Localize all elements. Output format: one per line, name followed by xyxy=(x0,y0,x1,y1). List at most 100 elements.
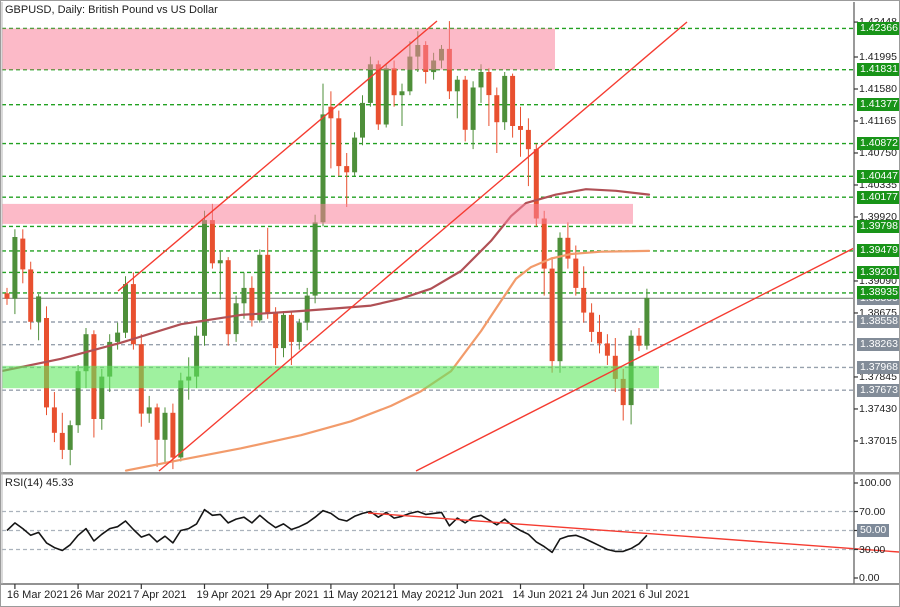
candle-6-apr xyxy=(130,272,136,350)
candle-body xyxy=(154,407,160,440)
candle-body xyxy=(549,268,555,362)
candle-body xyxy=(12,237,18,299)
candle-body xyxy=(462,79,468,130)
rsi-tick-label: 100.00 xyxy=(859,477,892,489)
candle-19-may xyxy=(375,60,381,130)
resistance-zone-mid[interactable] xyxy=(2,203,633,224)
green-level-badge: 1.40872 xyxy=(857,137,899,151)
green-level-badge: 1.41377 xyxy=(857,98,899,112)
candle-body xyxy=(383,68,389,125)
candle-body xyxy=(486,72,492,96)
candle-body xyxy=(525,129,531,150)
price-tick-label: 1.41995 xyxy=(859,51,897,63)
gray-level-badge: 1.37968 xyxy=(857,360,899,374)
ma-fast-orange xyxy=(124,249,651,472)
candle-11-jun xyxy=(510,73,516,138)
candle-body xyxy=(217,260,223,264)
price-tick-label: 1.41165 xyxy=(859,114,897,127)
candle-body xyxy=(336,118,342,167)
candle-body xyxy=(194,335,200,377)
chart-title: GBPUSD, Daily: British Pound vs US Dolla… xyxy=(5,4,218,16)
candle-body xyxy=(4,293,10,299)
main-chart-area[interactable] xyxy=(1,20,862,472)
resistance-zone-upper[interactable] xyxy=(2,28,555,70)
candle-body xyxy=(470,87,476,130)
candle-body xyxy=(288,314,294,342)
candle-10-may xyxy=(320,83,326,227)
panel-separator[interactable] xyxy=(1,472,900,475)
candle-3-jun xyxy=(462,75,468,142)
candle-18-mar xyxy=(28,261,34,330)
candle-body xyxy=(178,380,184,458)
candle-body xyxy=(367,64,373,103)
candle-body xyxy=(620,378,626,406)
candle-body xyxy=(273,312,279,349)
date-tick-label: 26 Mar 2021 xyxy=(70,589,132,601)
candle-24-jun xyxy=(581,266,587,323)
candle-body xyxy=(130,284,136,345)
green-level-badge: 1.42366 xyxy=(857,21,899,35)
date-tick-label: 7 Apr 2021 xyxy=(133,589,187,601)
support-trendline[interactable] xyxy=(415,244,862,472)
candle-body xyxy=(581,287,587,313)
candle-body xyxy=(265,254,271,313)
candle-28-jun xyxy=(597,314,602,354)
candle-2-jun xyxy=(454,75,460,119)
candle-14-may xyxy=(352,132,358,177)
candle-body xyxy=(281,314,286,349)
candle-body xyxy=(510,75,516,126)
price-tick-label: 1.37015 xyxy=(859,434,897,447)
price-tick-label: 1.41580 xyxy=(859,82,897,95)
candle-11-may xyxy=(328,91,334,169)
candle-body xyxy=(446,48,452,92)
candle-body xyxy=(320,114,326,223)
rsi-indicator-label: RSI(14) 45.33 xyxy=(5,477,74,489)
candle-6-may xyxy=(304,287,310,331)
candle-2-apr xyxy=(115,322,121,350)
date-tick-label: 14 Jun 2021 xyxy=(512,589,574,601)
candle-body xyxy=(360,102,365,138)
candle-3-may xyxy=(281,311,286,358)
candle-20-may xyxy=(383,64,389,128)
candle-17-mar xyxy=(20,229,26,284)
candle-7-jun xyxy=(478,64,484,103)
rsi-line xyxy=(6,508,648,554)
support-zone[interactable] xyxy=(2,365,659,389)
candle-22-jun xyxy=(565,222,571,269)
green-level-badge: 1.40447 xyxy=(857,169,899,183)
candle-5-may xyxy=(296,318,302,350)
candle-body xyxy=(225,260,231,335)
rsi-trendline[interactable] xyxy=(367,512,899,553)
candle-body xyxy=(454,79,460,92)
candle-body xyxy=(28,269,34,322)
candle-12-may xyxy=(336,110,342,177)
candle-body xyxy=(352,137,358,173)
candle-13-may xyxy=(344,153,350,207)
candle-body xyxy=(565,237,571,259)
channel-line-lower[interactable] xyxy=(158,21,688,472)
candle-body xyxy=(107,341,113,377)
candle-body xyxy=(589,312,595,332)
candle-body xyxy=(209,220,215,264)
candle-body xyxy=(391,68,397,96)
candle-4-may xyxy=(288,311,294,365)
candle-8-jun xyxy=(486,68,492,126)
candle-body xyxy=(344,166,350,173)
candle-body xyxy=(123,284,128,333)
candle-body xyxy=(51,407,57,433)
candle-body xyxy=(407,56,413,92)
candle-26-apr xyxy=(241,272,247,319)
candle-13-apr xyxy=(170,403,176,470)
candle-29-jun xyxy=(604,334,610,365)
date-tick-label: 6 Jul 2021 xyxy=(638,589,690,601)
candle-18-jun xyxy=(549,257,555,373)
candle-body xyxy=(59,432,65,450)
candle-24-mar xyxy=(59,412,65,460)
candle-17-may xyxy=(360,95,365,146)
channel-line-upper[interactable] xyxy=(117,20,438,292)
candle-24-may xyxy=(399,83,405,126)
date-tick-label: 16 Mar 2021 xyxy=(6,589,69,601)
candle-17-jun xyxy=(541,210,547,296)
